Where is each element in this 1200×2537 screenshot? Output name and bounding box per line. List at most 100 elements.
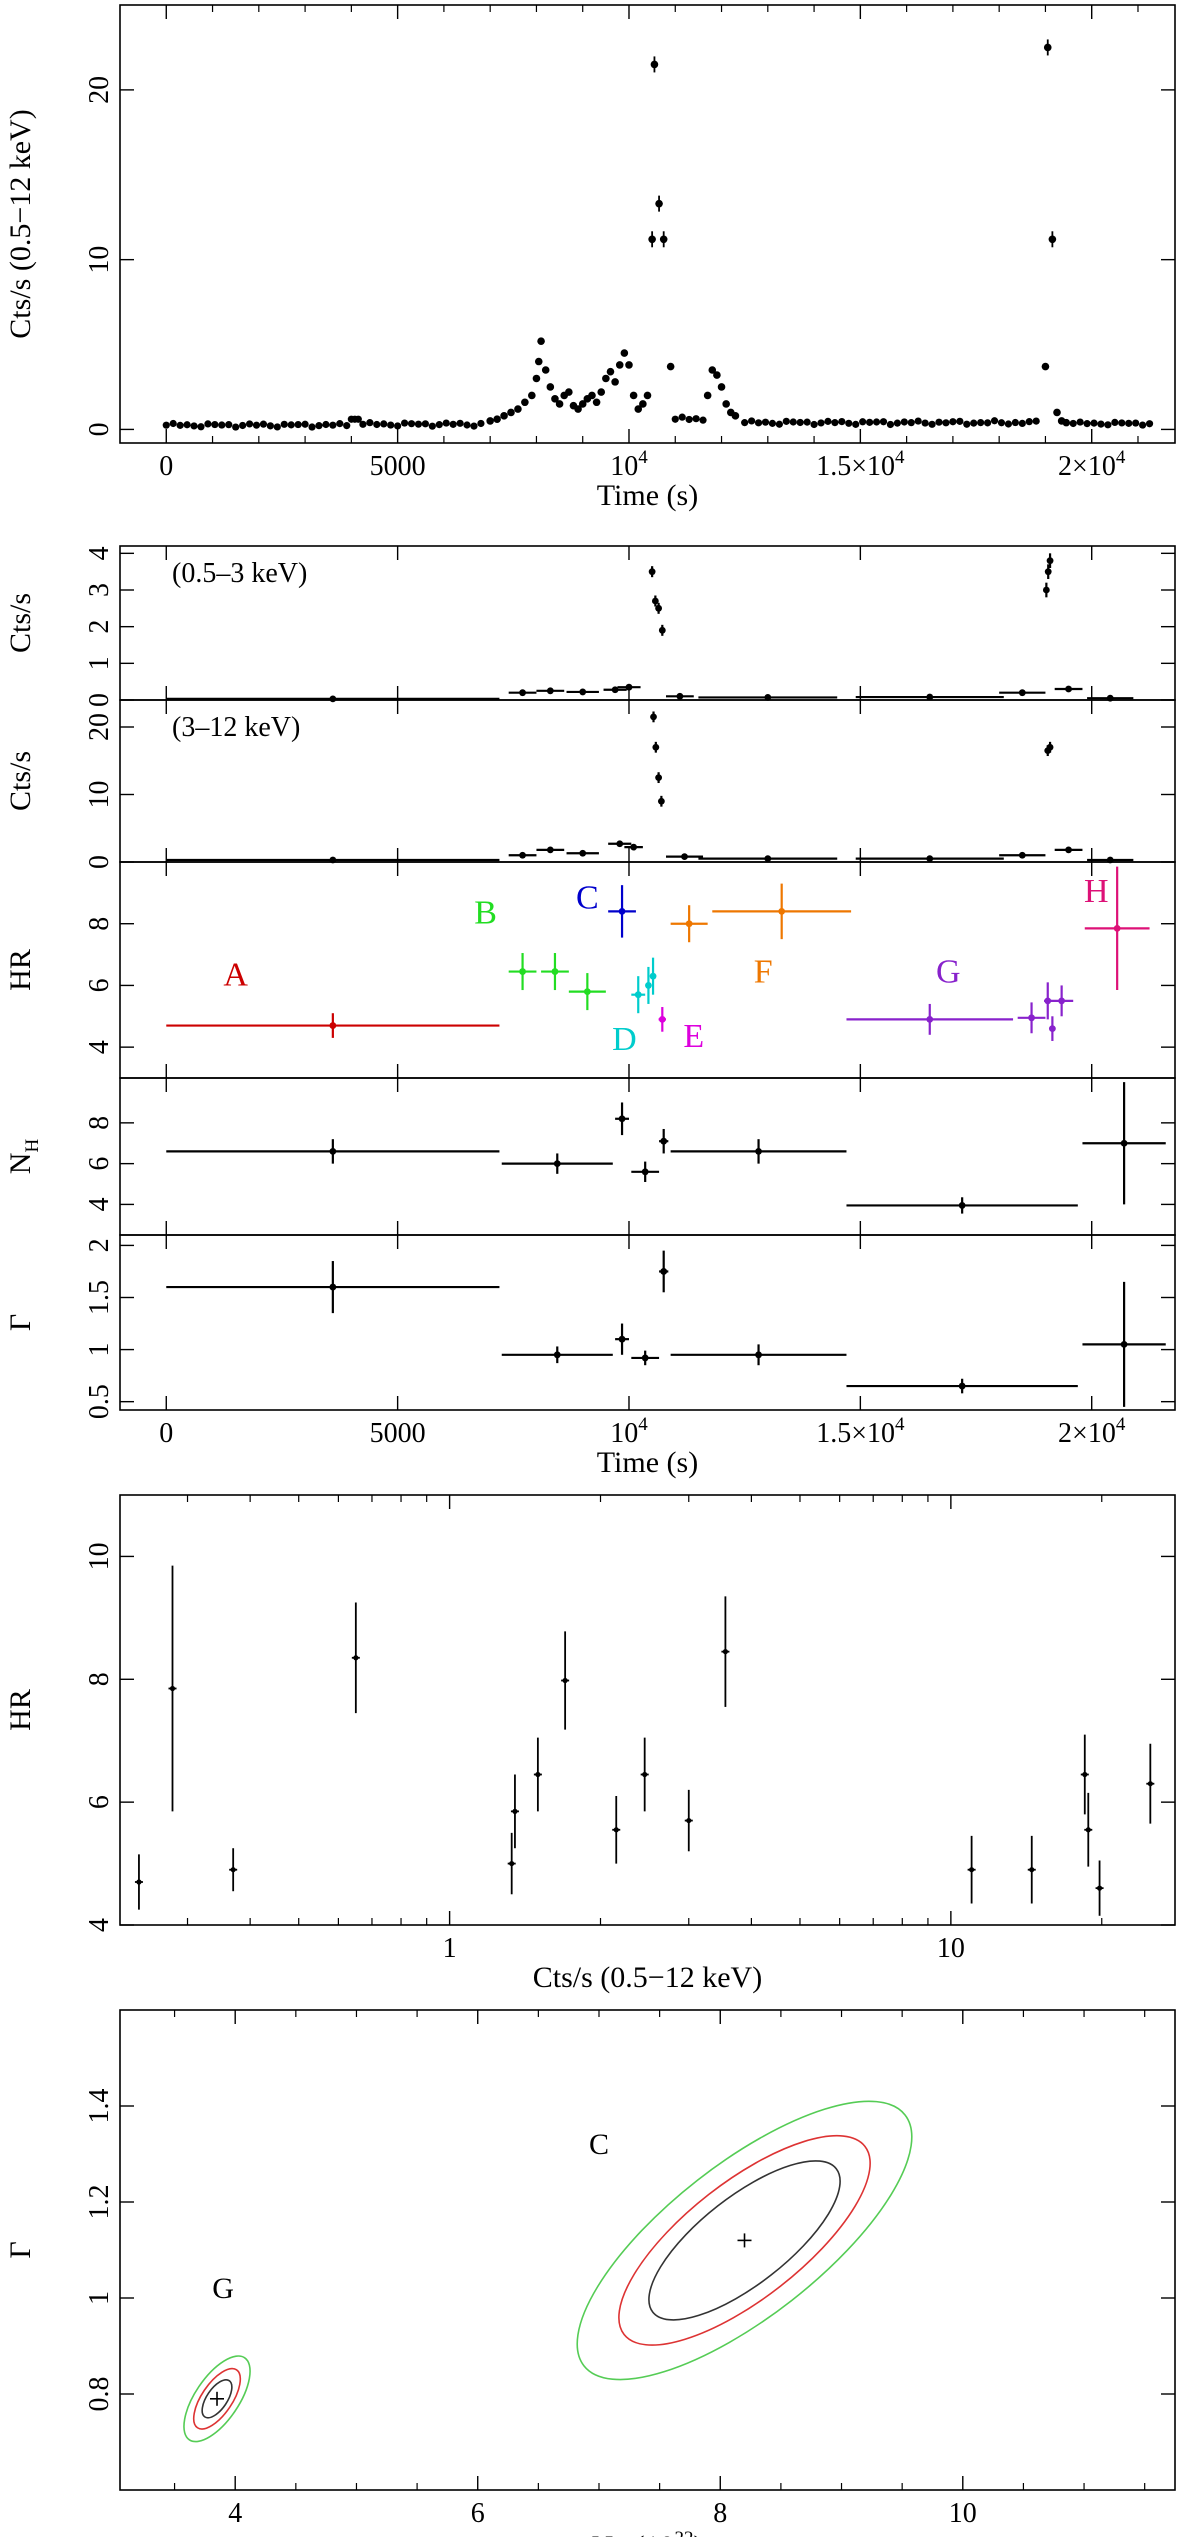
data-point bbox=[618, 1115, 626, 1123]
data-point bbox=[514, 405, 522, 413]
y-tick-label: 10 bbox=[84, 246, 115, 274]
y-tick-label: 0.5 bbox=[84, 1384, 115, 1419]
data-point bbox=[407, 420, 416, 428]
plot-frame bbox=[119, 1234, 1176, 1411]
y-tick-label: 6 bbox=[84, 1157, 115, 1171]
y-tick-label: 8 bbox=[84, 917, 115, 931]
data-point bbox=[618, 1335, 626, 1343]
data-point bbox=[546, 846, 554, 854]
x-tick-label: 104 bbox=[610, 1414, 648, 1449]
data-point bbox=[579, 688, 587, 696]
data-point bbox=[280, 420, 288, 428]
data-point bbox=[239, 421, 247, 430]
data-point bbox=[648, 568, 656, 576]
data-point bbox=[1125, 419, 1133, 427]
data-point bbox=[1011, 418, 1019, 427]
data-point bbox=[541, 366, 550, 374]
data-point bbox=[1048, 235, 1057, 244]
data-point bbox=[764, 694, 772, 701]
data-point bbox=[218, 421, 226, 429]
data-point bbox=[1018, 851, 1026, 859]
data-point bbox=[301, 420, 309, 428]
data-point bbox=[329, 1283, 337, 1291]
data-point bbox=[230, 1867, 236, 1873]
hr-vs-rate-panel: 4 6 8 10 1 10 HR Cts/s (0.5−12 keV) bbox=[4, 1494, 1176, 1994]
data-point bbox=[722, 1649, 729, 1655]
data-point bbox=[831, 419, 839, 427]
data-point bbox=[685, 415, 693, 424]
panel-band-label: (3–12 keV) bbox=[172, 712, 300, 743]
x-tick-label: 104 bbox=[610, 447, 648, 482]
confidence-contour bbox=[192, 2367, 242, 2430]
data-point bbox=[629, 391, 638, 400]
data-point bbox=[532, 374, 541, 383]
data-point bbox=[879, 418, 888, 426]
data-point bbox=[232, 423, 240, 431]
data-point bbox=[611, 686, 619, 694]
y-tick-label: 1 bbox=[84, 2291, 115, 2305]
data-point bbox=[359, 420, 367, 428]
segment-label: A bbox=[223, 956, 248, 993]
data-point bbox=[699, 416, 707, 424]
data-point bbox=[741, 419, 749, 427]
data-point bbox=[643, 391, 652, 400]
y-tick-label: 6 bbox=[84, 1795, 115, 1809]
x-tick-label: 8 bbox=[713, 2498, 727, 2529]
data-point bbox=[817, 419, 825, 427]
data-point bbox=[620, 349, 629, 357]
data-point bbox=[1004, 420, 1013, 428]
data-point bbox=[764, 855, 772, 863]
data-point bbox=[1132, 419, 1140, 427]
data-point bbox=[928, 420, 936, 428]
data-point bbox=[935, 418, 943, 426]
data-point bbox=[322, 420, 330, 429]
data-point bbox=[551, 968, 559, 975]
x-axis-label: Time (s) bbox=[597, 1446, 698, 1479]
data-point bbox=[681, 853, 688, 860]
data-point bbox=[583, 988, 591, 995]
data-point bbox=[655, 774, 663, 782]
data-point bbox=[329, 1148, 337, 1155]
confidence-contour bbox=[648, 2160, 841, 2321]
data-point bbox=[1118, 419, 1126, 427]
data-point bbox=[958, 1382, 966, 1390]
data-point bbox=[1046, 743, 1054, 751]
data-point bbox=[294, 420, 302, 429]
data-point bbox=[625, 683, 633, 691]
y-axis-label: Cts/s bbox=[4, 751, 37, 811]
data-point bbox=[658, 626, 666, 634]
data-point bbox=[886, 420, 895, 429]
confidence-contour bbox=[618, 2134, 871, 2346]
data-point bbox=[650, 713, 657, 721]
data-point bbox=[308, 423, 316, 431]
data-point bbox=[642, 1771, 648, 1778]
data-point bbox=[162, 421, 170, 429]
data-point bbox=[1085, 1827, 1091, 1833]
panel-band-label: (0.5–3 keV) bbox=[172, 558, 307, 589]
data-point bbox=[1097, 420, 1105, 428]
segment-label: D bbox=[612, 1021, 637, 1058]
data-point bbox=[914, 417, 922, 425]
y-tick-label: 4 bbox=[84, 546, 115, 560]
data-point bbox=[329, 695, 337, 703]
data-point bbox=[1062, 418, 1071, 427]
y-tick-label: 0 bbox=[84, 422, 115, 436]
data-point bbox=[449, 420, 457, 428]
lightcurve-soft-panel: 0 1 2 3 4 (0.5–3 keV) Cts/s bbox=[4, 545, 1176, 707]
data-point bbox=[428, 422, 436, 430]
data-point bbox=[442, 419, 450, 427]
data-point bbox=[1032, 417, 1040, 425]
data-point bbox=[366, 419, 374, 427]
data-point bbox=[421, 420, 429, 428]
data-point bbox=[824, 417, 832, 425]
data-point bbox=[519, 689, 526, 697]
data-point bbox=[872, 418, 881, 426]
data-point bbox=[259, 420, 268, 428]
data-point bbox=[1046, 557, 1054, 565]
data-point bbox=[329, 1022, 337, 1029]
source-label: G bbox=[212, 2272, 234, 2305]
data-point bbox=[211, 420, 219, 429]
data-point bbox=[866, 418, 874, 426]
data-point bbox=[639, 400, 647, 408]
data-point bbox=[692, 415, 700, 423]
